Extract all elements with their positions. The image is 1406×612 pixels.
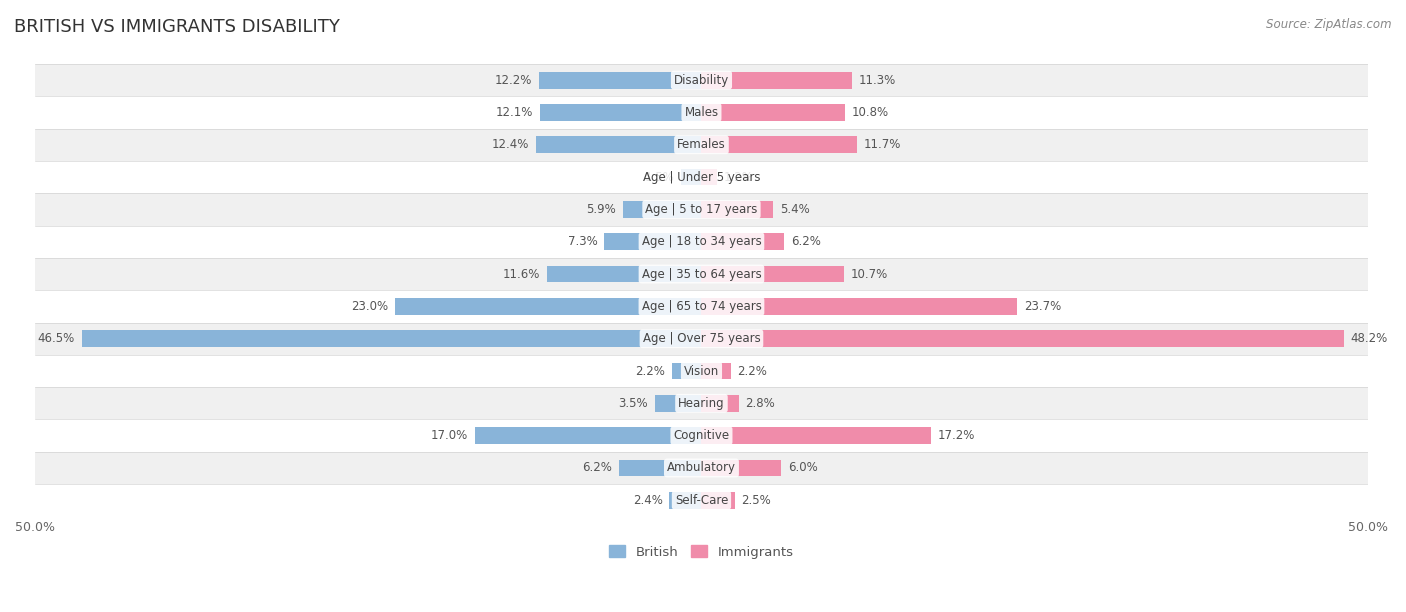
Bar: [540, 104, 702, 121]
Text: Age | 65 to 74 years: Age | 65 to 74 years: [641, 300, 762, 313]
Text: 17.0%: 17.0%: [432, 429, 468, 442]
Text: 48.2%: 48.2%: [1351, 332, 1388, 345]
Text: 2.4%: 2.4%: [633, 494, 662, 507]
Bar: [702, 136, 858, 153]
Bar: [35, 161, 1368, 193]
Text: Disability: Disability: [673, 73, 730, 87]
Text: 17.2%: 17.2%: [938, 429, 974, 442]
Text: 6.2%: 6.2%: [790, 235, 821, 248]
Bar: [702, 72, 852, 89]
Bar: [702, 330, 1344, 347]
Bar: [619, 460, 702, 476]
Text: 1.2%: 1.2%: [724, 171, 754, 184]
Text: Males: Males: [685, 106, 718, 119]
Bar: [35, 290, 1368, 323]
Text: 2.5%: 2.5%: [741, 494, 772, 507]
Text: 1.5%: 1.5%: [645, 171, 675, 184]
Bar: [702, 104, 845, 121]
Text: Hearing: Hearing: [678, 397, 724, 410]
Bar: [35, 323, 1368, 355]
Bar: [702, 233, 785, 250]
Text: 46.5%: 46.5%: [38, 332, 75, 345]
Bar: [35, 387, 1368, 419]
Bar: [702, 169, 717, 185]
Bar: [35, 452, 1368, 484]
Bar: [605, 233, 702, 250]
Bar: [35, 129, 1368, 161]
Text: 2.2%: 2.2%: [737, 365, 768, 378]
Text: Females: Females: [678, 138, 725, 151]
Text: 6.2%: 6.2%: [582, 461, 612, 474]
Bar: [623, 201, 702, 218]
Text: 10.7%: 10.7%: [851, 267, 889, 280]
Bar: [538, 72, 702, 89]
Text: Age | 18 to 34 years: Age | 18 to 34 years: [641, 235, 761, 248]
Bar: [35, 226, 1368, 258]
Bar: [702, 298, 1018, 315]
Bar: [35, 258, 1368, 290]
Text: 5.4%: 5.4%: [780, 203, 810, 216]
Text: 7.3%: 7.3%: [568, 235, 598, 248]
Bar: [702, 460, 782, 476]
Bar: [702, 201, 773, 218]
Text: 23.0%: 23.0%: [352, 300, 388, 313]
Bar: [655, 395, 702, 412]
Text: Source: ZipAtlas.com: Source: ZipAtlas.com: [1267, 18, 1392, 31]
Text: 12.2%: 12.2%: [495, 73, 533, 87]
Bar: [547, 266, 702, 283]
Text: 11.7%: 11.7%: [865, 138, 901, 151]
Bar: [82, 330, 702, 347]
Text: 11.3%: 11.3%: [859, 73, 896, 87]
Text: Ambulatory: Ambulatory: [666, 461, 735, 474]
Bar: [702, 427, 931, 444]
Bar: [536, 136, 702, 153]
Text: 2.2%: 2.2%: [636, 365, 665, 378]
Text: 3.5%: 3.5%: [619, 397, 648, 410]
Bar: [35, 64, 1368, 96]
Bar: [35, 96, 1368, 129]
Text: Cognitive: Cognitive: [673, 429, 730, 442]
Text: 23.7%: 23.7%: [1024, 300, 1062, 313]
Bar: [669, 492, 702, 509]
Bar: [35, 419, 1368, 452]
Bar: [35, 355, 1368, 387]
Bar: [35, 484, 1368, 517]
Text: 10.8%: 10.8%: [852, 106, 889, 119]
Text: Age | 35 to 64 years: Age | 35 to 64 years: [641, 267, 761, 280]
Bar: [672, 362, 702, 379]
Text: 2.8%: 2.8%: [745, 397, 775, 410]
Bar: [475, 427, 702, 444]
Bar: [702, 492, 735, 509]
Text: 5.9%: 5.9%: [586, 203, 616, 216]
Text: 11.6%: 11.6%: [503, 267, 540, 280]
Bar: [35, 193, 1368, 226]
Bar: [702, 266, 844, 283]
Bar: [702, 362, 731, 379]
Bar: [395, 298, 702, 315]
Bar: [702, 395, 738, 412]
Bar: [682, 169, 702, 185]
Text: 12.4%: 12.4%: [492, 138, 530, 151]
Text: Self-Care: Self-Care: [675, 494, 728, 507]
Text: 6.0%: 6.0%: [789, 461, 818, 474]
Text: Age | Over 75 years: Age | Over 75 years: [643, 332, 761, 345]
Text: 12.1%: 12.1%: [496, 106, 533, 119]
Text: Vision: Vision: [683, 365, 718, 378]
Legend: British, Immigrants: British, Immigrants: [603, 540, 799, 564]
Text: Age | Under 5 years: Age | Under 5 years: [643, 171, 761, 184]
Text: BRITISH VS IMMIGRANTS DISABILITY: BRITISH VS IMMIGRANTS DISABILITY: [14, 18, 340, 36]
Text: Age | 5 to 17 years: Age | 5 to 17 years: [645, 203, 758, 216]
